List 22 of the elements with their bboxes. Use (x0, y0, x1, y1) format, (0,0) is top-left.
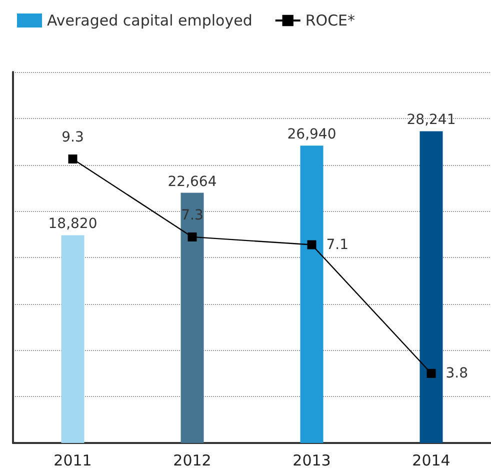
x-tick-label: 2013 (292, 452, 331, 470)
bar (300, 146, 324, 443)
bar (61, 235, 84, 443)
x-tick-label: 2014 (412, 452, 450, 470)
point (188, 232, 197, 242)
point (68, 154, 78, 164)
data-label: 9.3 (62, 130, 84, 146)
data-label: 7.3 (181, 207, 204, 224)
bar (420, 131, 443, 443)
data-label: 7.1 (326, 236, 349, 253)
data-label: 3.8 (446, 365, 468, 382)
point (426, 368, 436, 378)
data-label: 18,820 (48, 216, 98, 232)
data-label: 22,664 (168, 174, 217, 190)
x-tick-label: 2012 (173, 452, 212, 470)
data-label: 26,940 (287, 126, 336, 143)
legend-label: ROCE* (305, 12, 356, 30)
point (307, 240, 316, 250)
x-tick-label: 2011 (54, 452, 92, 470)
legend-label: Averaged capital employed (47, 12, 252, 30)
data-label: 28,241 (406, 112, 456, 128)
bar (180, 192, 204, 443)
